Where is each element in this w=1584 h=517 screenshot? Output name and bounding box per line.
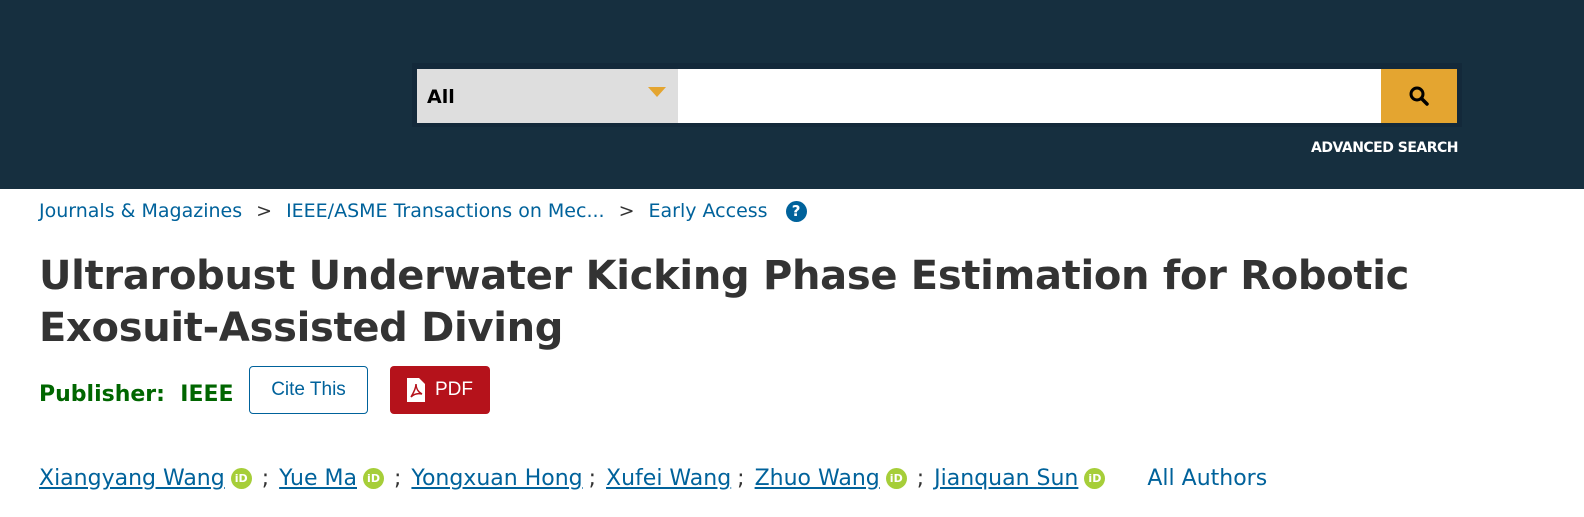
separator: ; bbox=[588, 466, 597, 491]
caret-down-icon bbox=[648, 87, 666, 97]
author-link[interactable]: Zhuo Wang bbox=[754, 466, 880, 491]
breadcrumb: Journals & Magazines > IEEE/ASME Transac… bbox=[39, 200, 807, 222]
pdf-button[interactable]: PDF bbox=[390, 366, 490, 414]
orcid-icon[interactable]: iD bbox=[1084, 468, 1106, 489]
advanced-search-link[interactable]: ADVANCED SEARCH bbox=[1311, 140, 1458, 156]
search-icon bbox=[1409, 86, 1429, 106]
author-link[interactable]: Xufei Wang bbox=[606, 466, 732, 491]
site-header: All ADVANCED SEARCH bbox=[0, 0, 1584, 189]
breadcrumb-separator: > bbox=[618, 200, 635, 222]
pdf-label: PDF bbox=[435, 379, 473, 400]
breadcrumb-separator: > bbox=[256, 200, 273, 222]
scope-label: All bbox=[427, 86, 455, 108]
orcid-icon[interactable]: iD bbox=[885, 468, 907, 489]
search-input[interactable] bbox=[678, 69, 1381, 123]
separator: ; bbox=[737, 466, 745, 491]
orcid-icon[interactable]: iD bbox=[230, 468, 252, 489]
author-link[interactable]: Jianquan Sun bbox=[934, 466, 1079, 491]
help-icon[interactable]: ? bbox=[785, 200, 807, 222]
all-authors-link[interactable]: All Authors bbox=[1147, 466, 1268, 491]
publisher-value: IEEE bbox=[180, 382, 234, 407]
pdf-file-icon bbox=[407, 378, 425, 402]
separator: ; bbox=[394, 466, 402, 491]
separator: ; bbox=[261, 466, 270, 491]
separator: ; bbox=[916, 466, 925, 491]
page-title: Ultrarobust Underwater Kicking Phase Est… bbox=[39, 253, 1410, 351]
author-link[interactable]: Yue Ma bbox=[279, 466, 357, 491]
author-link[interactable]: Yongxuan Hong bbox=[411, 466, 583, 491]
breadcrumb-early-access[interactable]: Early Access bbox=[648, 200, 768, 222]
orcid-icon[interactable]: iD bbox=[363, 468, 384, 489]
publisher-label: Publisher: bbox=[39, 382, 165, 407]
search-scope-select[interactable]: All bbox=[417, 69, 678, 123]
cite-this-button[interactable]: Cite This bbox=[249, 366, 368, 414]
breadcrumb-journal[interactable]: IEEE/ASME Transactions on Mec... bbox=[286, 200, 605, 222]
author-link[interactable]: Xiangyang Wang bbox=[39, 466, 225, 491]
publisher: Publisher: IEEE bbox=[39, 382, 234, 407]
breadcrumb-journals[interactable]: Journals & Magazines bbox=[39, 200, 243, 222]
author-list: Xiangyang Wang iD; Yue Ma iD; Yongxuan Hon… bbox=[39, 466, 1267, 491]
search-button[interactable] bbox=[1381, 69, 1457, 123]
